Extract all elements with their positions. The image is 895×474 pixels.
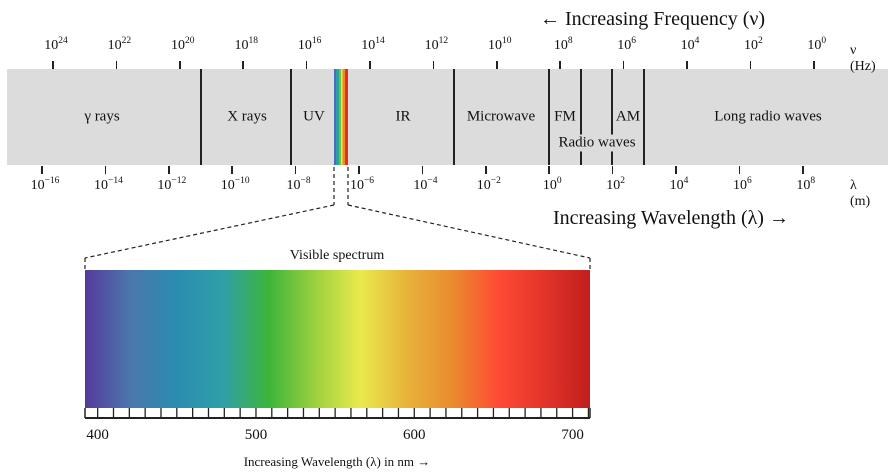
visible-spectrum-gradient — [85, 270, 590, 408]
region-divider — [200, 69, 202, 165]
region-divider — [580, 69, 582, 165]
frequency-tick — [369, 61, 371, 69]
region-divider — [548, 69, 550, 165]
wavelength-tick — [421, 166, 424, 174]
wavelength-title: Increasing Wavelength (λ) → — [553, 207, 789, 229]
wavelength-tick — [41, 166, 43, 174]
region-divider — [453, 69, 455, 165]
wavelength-unit: λ (m) — [850, 178, 871, 209]
frequency-tick-label: 1020 — [171, 36, 195, 53]
wavelength-tick — [548, 166, 550, 174]
frequency-tick — [813, 61, 815, 69]
wavelength-tick-label: 10−16 — [30, 176, 60, 193]
visible-tick-label: 600 — [403, 427, 426, 443]
frequency-tick — [432, 61, 435, 69]
region-ir: IR — [395, 108, 411, 125]
visible-tick-bar — [84, 408, 591, 419]
wavelength-tick-label: 102 — [606, 176, 625, 193]
wavelength-tick-label: 10−2 — [476, 176, 501, 193]
region-divider — [643, 69, 645, 165]
visible-axis-label: Increasing Wavelength (λ) in nm → — [243, 454, 431, 469]
region-x-rays: X rays — [227, 108, 267, 125]
wavelength-tick-label: 10−10 — [220, 176, 250, 193]
visible-spectrum-title: Visible spectrum — [289, 248, 385, 263]
region-divider — [611, 69, 613, 165]
frequency-tick-label: 102 — [744, 36, 763, 53]
frequency-tick-label: 1010 — [488, 36, 512, 53]
frequency-tick-label: 108 — [553, 36, 573, 53]
frequency-tick-label: 1024 — [44, 36, 68, 53]
region-divider — [290, 69, 292, 165]
frequency-tick-label: 106 — [617, 36, 636, 53]
frequency-tick — [242, 61, 244, 69]
visible-tick-label: 500 — [244, 427, 268, 443]
wavelength-tick-label: 100 — [542, 176, 562, 193]
region-radio-waves: Radio waves — [557, 134, 637, 152]
region-microwave: Microwave — [466, 108, 536, 125]
frequency-tick — [559, 61, 561, 69]
frequency-tick — [305, 61, 308, 69]
wavelength-tick — [675, 166, 677, 174]
wavelength-tick — [485, 166, 487, 174]
wavelength-tick-label: 106 — [733, 176, 752, 193]
frequency-tick — [686, 61, 688, 69]
frequency-tick — [622, 61, 625, 69]
frequency-tick — [496, 61, 498, 69]
frequency-title: ← Increasing Frequency (ν) — [540, 8, 766, 30]
region-uv: UV — [303, 108, 325, 125]
spectrum-band — [7, 69, 888, 165]
wavelength-tick — [104, 166, 107, 174]
frequency-tick-label: 1014 — [361, 36, 385, 53]
wavelength-tick-label: 108 — [796, 176, 816, 193]
wavelength-tick-label: 10−8 — [286, 176, 311, 193]
frequency-tick-label: 100 — [807, 36, 827, 53]
region-fm: FM — [554, 108, 576, 125]
wavelength-tick — [738, 166, 741, 174]
zoom-line-left-diag — [84, 204, 335, 259]
visible-tick-label: 700 — [561, 427, 584, 443]
wavelength-tick — [611, 166, 614, 174]
visible-stripe — [334, 69, 348, 165]
frequency-unit: ν (Hz) — [850, 43, 876, 74]
frequency-tick-label: 104 — [680, 36, 700, 53]
wavelength-tick — [802, 166, 804, 174]
wavelength-tick — [168, 166, 170, 174]
wavelength-tick-label: 10−4 — [413, 176, 438, 193]
frequency-tick-label: 1018 — [234, 36, 258, 53]
wavelength-tick-label: 10−6 — [349, 176, 375, 193]
frequency-tick-label: 1012 — [424, 36, 449, 53]
wavelength-tick — [358, 166, 360, 174]
wavelength-tick-label: 104 — [669, 176, 689, 193]
frequency-tick — [115, 61, 118, 69]
wavelength-tick-label: 10−14 — [93, 176, 123, 193]
frequency-tick — [179, 61, 181, 69]
frequency-tick — [52, 61, 54, 69]
zoom-line-right-diag — [347, 204, 591, 259]
region-long-radio-waves: Long radio waves — [714, 108, 822, 125]
visible-tick-label: 400 — [86, 427, 109, 443]
frequency-tick — [749, 61, 752, 69]
wavelength-tick-label: 10−12 — [157, 176, 187, 193]
wavelength-tick — [231, 166, 233, 174]
wavelength-tick — [294, 166, 297, 174]
frequency-tick-label: 1022 — [107, 36, 132, 53]
frequency-tick-label: 1016 — [297, 36, 322, 53]
region-am: AM — [615, 108, 641, 125]
region-gamma-rays: γ rays — [84, 108, 120, 125]
